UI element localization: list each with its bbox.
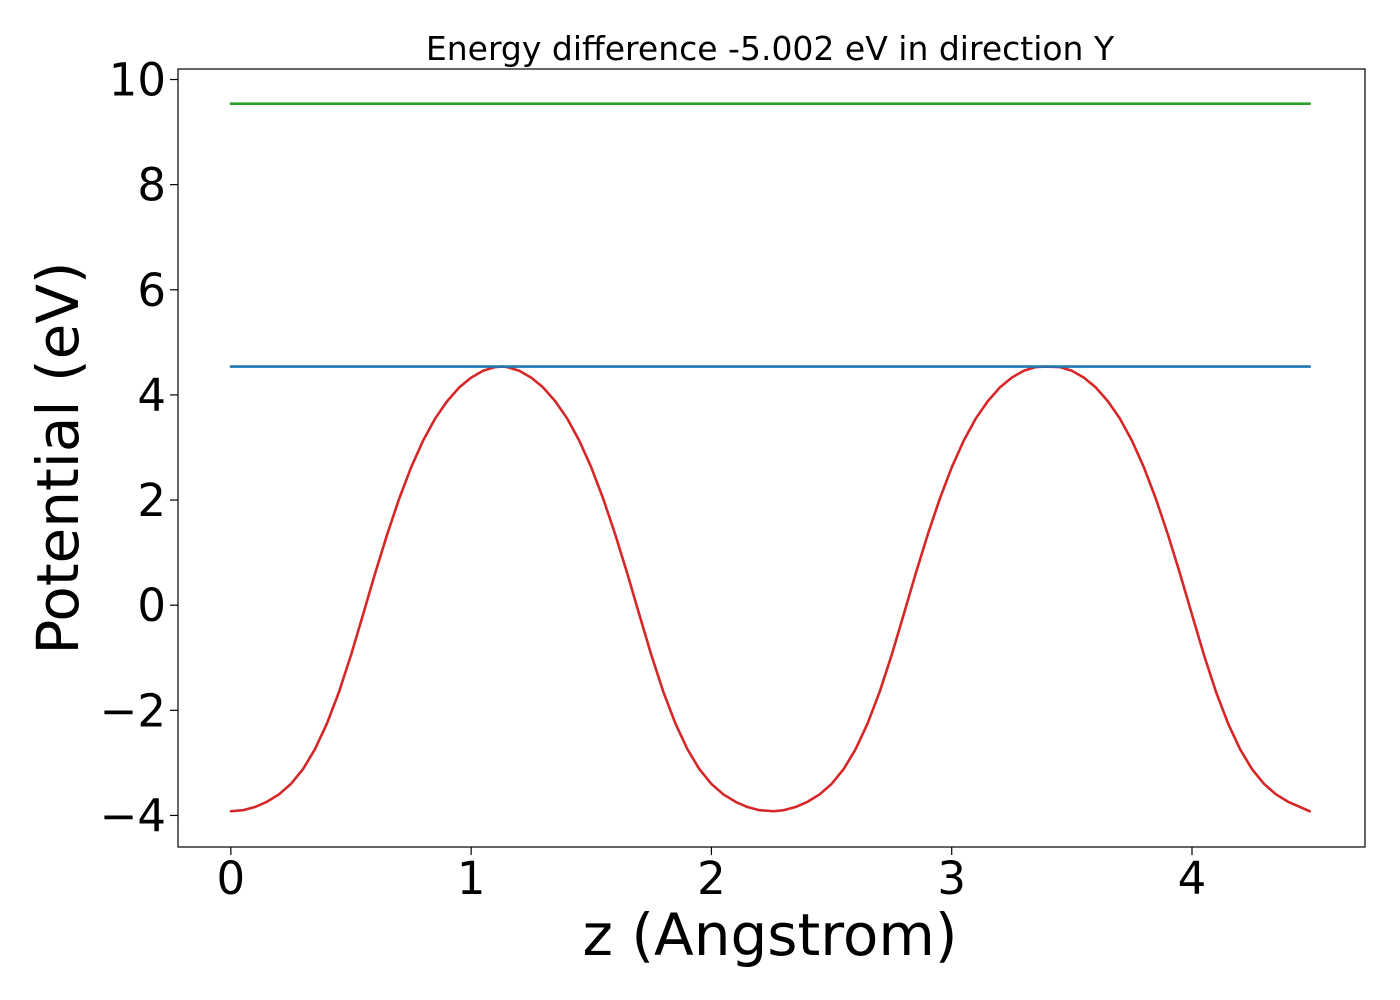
y-tick-label: 8 bbox=[137, 159, 166, 212]
x-axis-label: z (Angstrom) bbox=[583, 901, 958, 969]
plot-frame bbox=[177, 68, 1366, 848]
y-tick-label: 10 bbox=[109, 54, 166, 107]
x-tick-label: 1 bbox=[457, 852, 486, 905]
x-tick-label: 4 bbox=[1178, 852, 1207, 905]
y-tick-label: 4 bbox=[137, 369, 166, 422]
plot-area bbox=[229, 102, 1312, 813]
y-tick-label: −2 bbox=[100, 684, 166, 737]
chart-title: Energy difference -5.002 eV in direction… bbox=[426, 29, 1115, 68]
y-tick-label: 0 bbox=[137, 579, 166, 632]
y-tick-label: −4 bbox=[100, 789, 166, 842]
y-tick-label: 6 bbox=[137, 264, 166, 317]
series-line-0-potential bbox=[229, 365, 1312, 813]
x-tick-label: 2 bbox=[697, 852, 726, 905]
y-axis-label: Potential (eV) bbox=[24, 261, 92, 654]
x-tick-label: 0 bbox=[217, 852, 246, 905]
x-tick-label: 3 bbox=[937, 852, 966, 905]
axis-ticks: 0 1 2 3 4 −4 −2 0 2 4 6 8 10 bbox=[100, 54, 1207, 905]
y-tick-label: 2 bbox=[137, 474, 166, 527]
